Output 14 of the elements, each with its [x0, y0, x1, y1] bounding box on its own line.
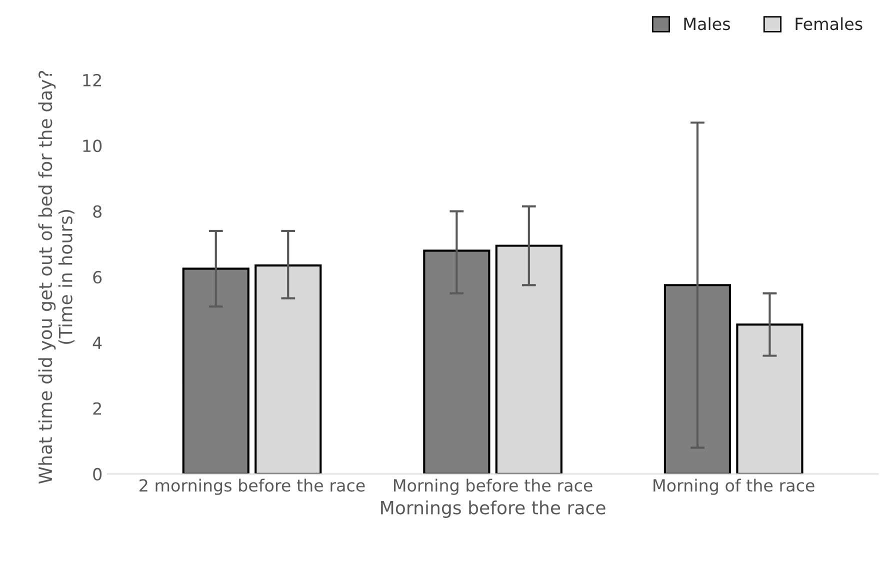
- y-tick-label: 6: [93, 270, 102, 284]
- y-tick-label: 0: [93, 468, 102, 480]
- y-tick-label: 12: [83, 74, 101, 86]
- x-axis-title: Mornings before the race: [381, 500, 606, 518]
- x-tick-label: 2 mornings before the race: [140, 478, 365, 495]
- y-tick-label: 8: [93, 205, 102, 218]
- y-axis-title: What time did you get out of bed for the day? (Time in hours): [38, 70, 75, 484]
- legend-label: Males: [684, 17, 730, 30]
- legend-label: Females: [796, 17, 862, 30]
- x-tick-label: Morning of the race: [654, 478, 814, 495]
- y-tick-label: 10: [83, 140, 102, 152]
- y-tick-label: 2: [93, 402, 101, 415]
- y-tick-label: 4: [92, 336, 102, 349]
- x-tick-label: Morning before the race: [394, 478, 592, 495]
